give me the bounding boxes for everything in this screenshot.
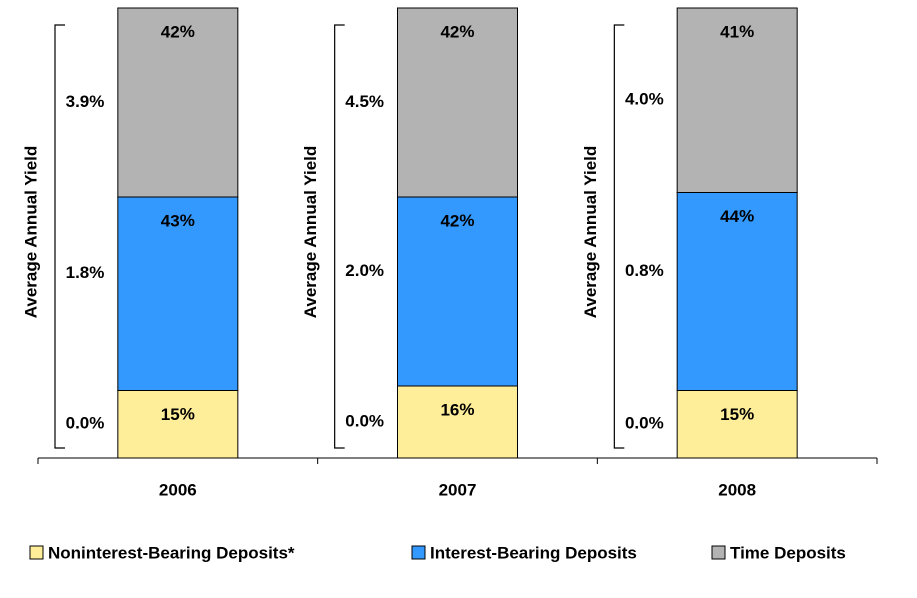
yield-label: 0.0% <box>345 411 384 430</box>
bracket <box>54 24 65 449</box>
legend-label: Time Deposits <box>730 543 846 562</box>
value-label-suffix: % <box>180 211 195 230</box>
bracket <box>613 24 625 449</box>
value-label: 42% <box>440 211 474 230</box>
yield-label: 0.0% <box>625 414 664 433</box>
value-label: 15% <box>720 405 754 424</box>
bar-segment <box>676 390 798 459</box>
yield-label: 0.8% <box>625 261 664 280</box>
legend-label: Noninterest-Bearing Deposits* <box>48 543 295 562</box>
value-label-suffix: % <box>739 405 754 424</box>
legend-swatch <box>29 545 44 560</box>
bar-segment <box>397 385 518 459</box>
value-label: 43% <box>161 211 195 230</box>
yield-label: 1.8% <box>66 263 105 282</box>
legend-label: Interest-Bearing Deposits <box>430 543 637 562</box>
yield-label: 4.0% <box>625 90 664 109</box>
bracket <box>334 24 345 449</box>
value-label-suffix: % <box>459 22 474 41</box>
value-label: 44% <box>720 207 754 226</box>
bar-segment <box>117 196 239 391</box>
value-label: 42% <box>161 22 195 41</box>
yield-label: 4.5% <box>345 92 384 111</box>
value-label: 42% <box>440 22 474 41</box>
yield-label: 0.0% <box>66 414 105 433</box>
value-label-suffix: % <box>459 400 474 419</box>
value-label: 16% <box>440 400 474 419</box>
yield-label: 2.0% <box>345 261 384 280</box>
bar-segment <box>117 7 239 198</box>
y-axis-label: Average Annual Yield <box>581 146 600 319</box>
value-label-suffix: % <box>739 22 754 41</box>
x-tick-label: 2008 <box>718 480 756 499</box>
value-label: 41% <box>720 22 754 41</box>
y-axis-label: Average Annual Yield <box>21 146 40 319</box>
yield-label: 3.9% <box>66 92 105 111</box>
value-label-suffix: % <box>180 405 195 424</box>
legend-swatch <box>411 545 426 560</box>
bar-segment <box>676 7 798 193</box>
value-label-suffix: % <box>739 207 754 226</box>
bar-segment <box>117 390 239 459</box>
value-label: 15% <box>161 405 195 424</box>
x-tick-label: 2007 <box>439 480 477 499</box>
value-label-suffix: % <box>459 211 474 230</box>
y-axis-label: Average Annual Yield <box>301 146 320 319</box>
x-tick-label: 2006 <box>159 480 197 499</box>
legend-swatch <box>711 545 726 560</box>
bar-segment <box>397 7 518 198</box>
value-label-suffix: % <box>180 22 195 41</box>
